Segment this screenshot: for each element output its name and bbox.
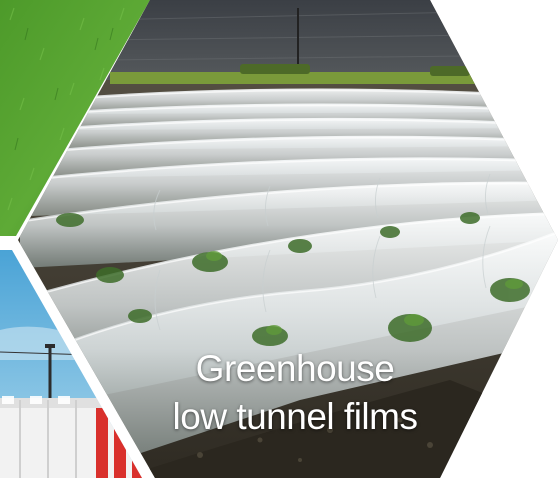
caption-line-1: Greenhouse xyxy=(195,348,395,389)
caption-line-2: low tunnel films xyxy=(172,396,418,437)
